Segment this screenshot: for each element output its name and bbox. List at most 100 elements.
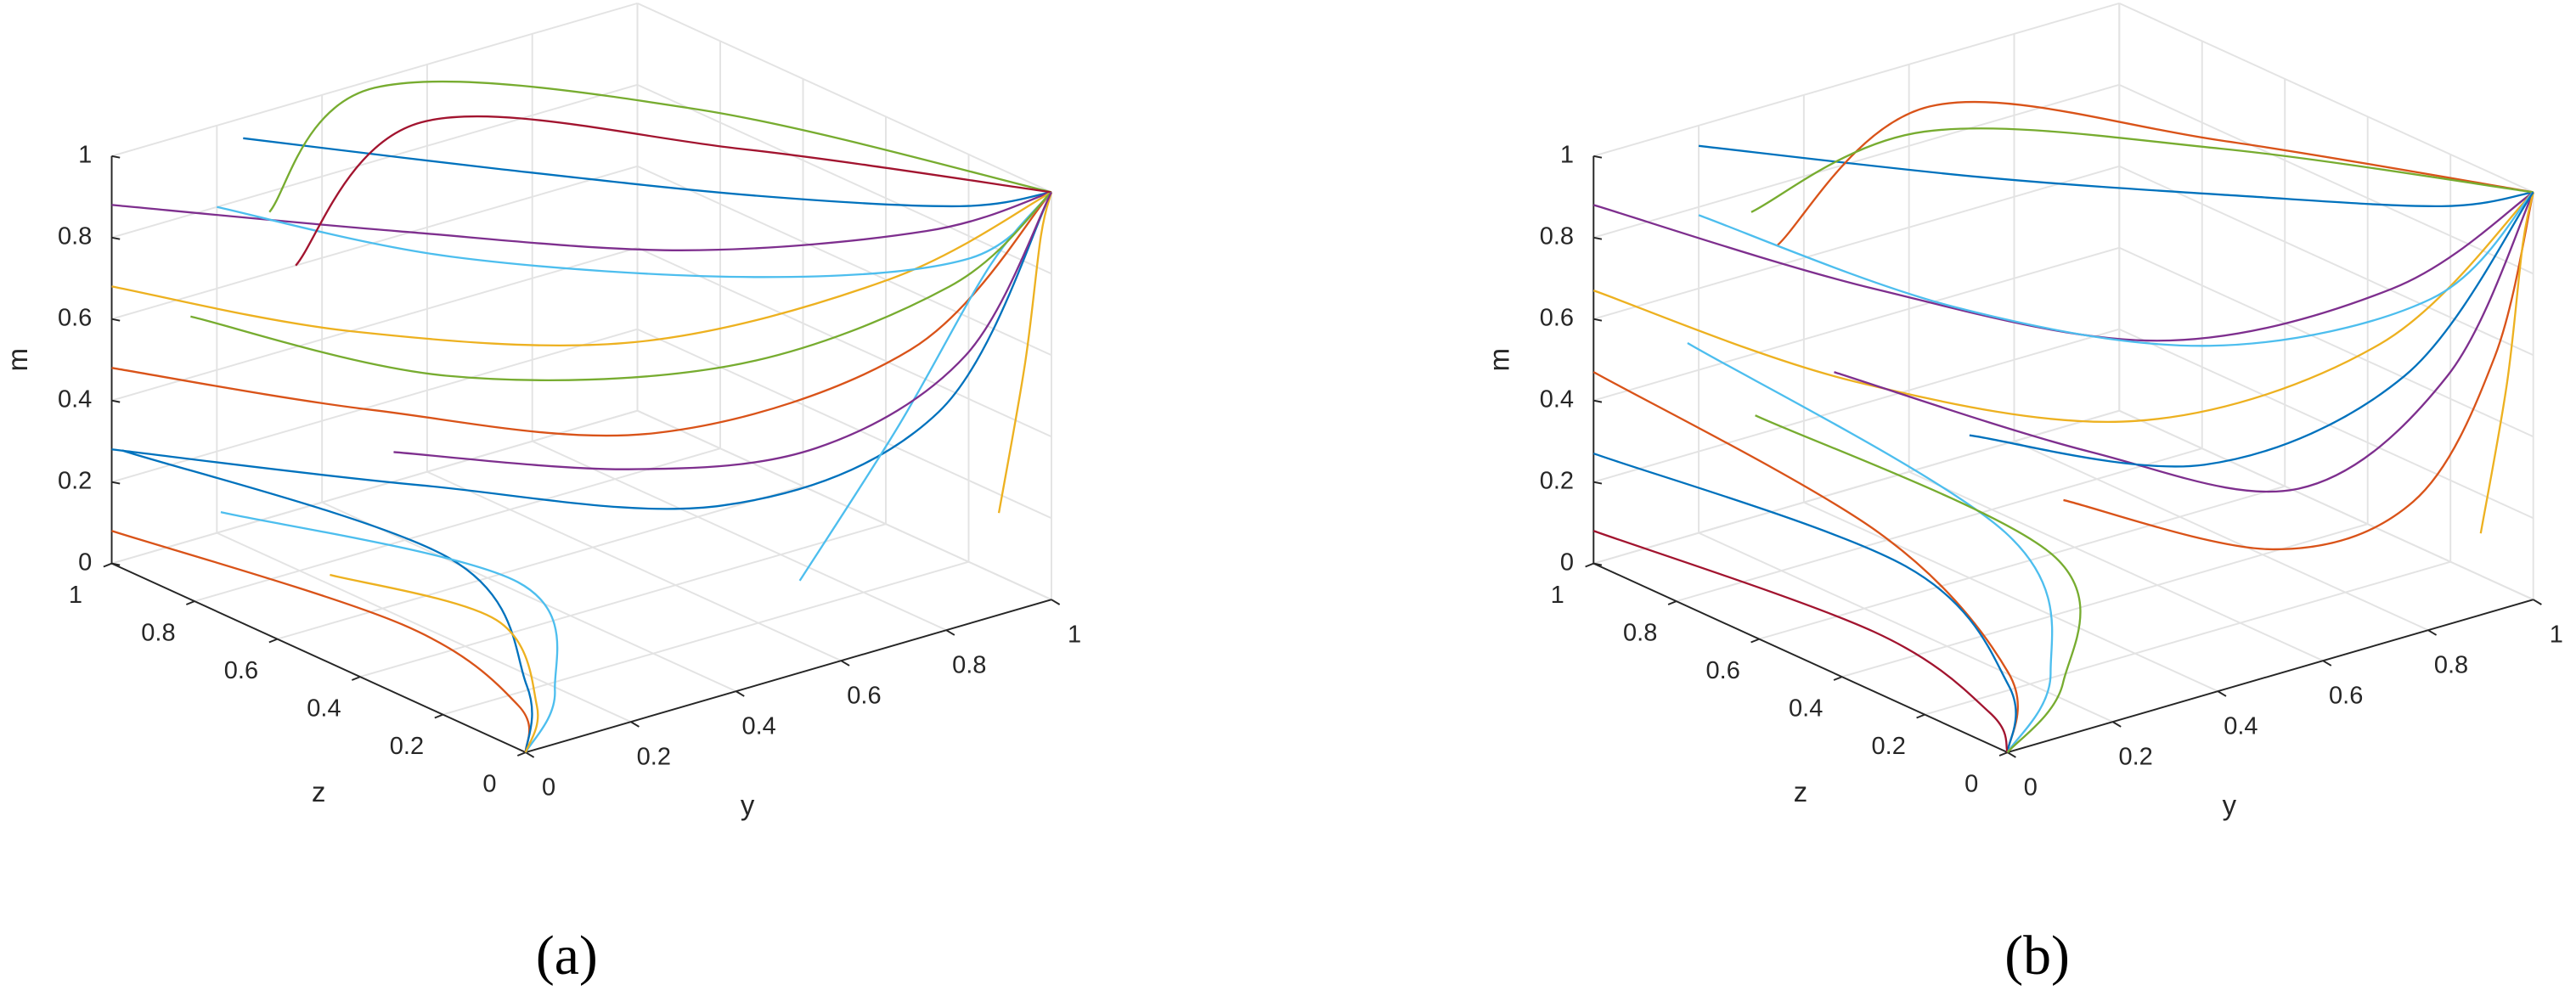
trajectory <box>243 137 1052 208</box>
trajectory <box>1777 100 2534 246</box>
axis-line <box>525 599 1052 754</box>
y-tick-label: 0.8 <box>952 651 986 678</box>
trajectory <box>1834 191 2534 493</box>
tick-mark <box>1593 481 1603 485</box>
tick-mark <box>103 562 112 568</box>
trajectory <box>330 573 539 753</box>
grid-line <box>1758 485 2286 640</box>
trajectory <box>111 191 1052 437</box>
y-tick-label: 0.6 <box>847 682 881 709</box>
grid-line <box>442 560 969 716</box>
tick-mark <box>111 399 121 403</box>
trajectory <box>1592 371 2019 753</box>
tick-mark <box>1750 638 1760 644</box>
tick-mark <box>185 600 195 605</box>
tick-mark <box>2112 721 2122 728</box>
grid-line <box>111 409 638 565</box>
grid-line <box>1676 447 2203 603</box>
grid-line <box>2118 328 2534 520</box>
trajectory <box>393 191 1052 470</box>
trajectory <box>111 530 531 753</box>
grid-line <box>277 485 803 640</box>
tick-mark <box>1916 713 1925 719</box>
tick-mark <box>111 562 121 566</box>
trajectory <box>2063 192 2534 551</box>
m-tick-label: 0.2 <box>1540 467 1574 494</box>
y-tick-label: 1 <box>2550 621 2563 648</box>
grid-line <box>1593 83 2120 239</box>
grid-line <box>1698 532 2113 723</box>
z-tick-label: 0 <box>1964 770 1978 797</box>
z-tick-label: 0.2 <box>390 733 424 760</box>
caption: (b) <box>2004 925 2070 987</box>
trajectory <box>1750 127 2534 213</box>
grid-line <box>637 165 1052 357</box>
z-tick-label: 0.8 <box>1623 619 1657 646</box>
m-tick-label: 0.6 <box>1540 304 1574 331</box>
tick-mark <box>840 660 850 667</box>
tick-mark <box>1593 155 1603 159</box>
grid-line <box>2118 409 2534 601</box>
z-tick-label: 0.4 <box>307 695 341 722</box>
trajectory <box>217 191 1052 278</box>
y-tick-label: 0.8 <box>2434 651 2468 678</box>
trajectory <box>111 191 1052 510</box>
tick-mark <box>434 713 443 719</box>
tick-mark <box>630 721 640 728</box>
grid-line <box>1593 328 2120 483</box>
tick-mark <box>1833 676 1843 681</box>
tick-mark <box>1585 562 1594 568</box>
trajectory <box>111 191 1052 251</box>
z-tick-label: 0 <box>482 770 496 797</box>
m-tick-label: 1 <box>1560 141 1574 168</box>
axis-line <box>111 562 527 753</box>
tick-mark <box>1593 399 1603 403</box>
tick-mark <box>525 751 535 758</box>
y-tick-label: 0.2 <box>637 743 671 770</box>
trajectory <box>2479 192 2534 534</box>
grid-line <box>532 440 947 632</box>
trajectory <box>190 191 1052 381</box>
trajectory <box>1969 191 2534 468</box>
trajectory <box>268 80 1052 213</box>
grid-line <box>359 523 887 678</box>
z-tick-label: 0.2 <box>1872 733 1906 760</box>
tick-mark <box>1593 562 1603 566</box>
y-tick-label: 0.2 <box>2118 743 2152 770</box>
axis-line <box>1592 562 2009 753</box>
tick-mark <box>2007 751 2016 758</box>
trajectory <box>1592 191 2534 424</box>
grid-line <box>194 447 721 603</box>
trajectory <box>1687 341 2054 753</box>
tick-mark <box>111 318 121 322</box>
caption: (a) <box>536 925 598 987</box>
trajectory <box>111 191 1052 347</box>
trajectory <box>997 192 1053 514</box>
y-axis-label: y <box>741 790 755 821</box>
grid-line <box>426 470 842 662</box>
grid-line <box>637 2 1052 194</box>
grid-line <box>2014 440 2429 632</box>
grid-line <box>1803 501 2218 693</box>
grid-line <box>637 246 1052 438</box>
grid-line <box>111 83 638 239</box>
trajectory <box>1698 191 2534 347</box>
axis-line <box>2007 599 2534 754</box>
trajectory <box>798 191 1052 582</box>
y-tick-label: 0.4 <box>741 712 775 740</box>
tick-mark <box>1593 318 1603 322</box>
grid-line <box>1841 523 2368 678</box>
grid-line <box>1924 560 2451 716</box>
trajectory <box>1592 191 2534 342</box>
grid-line <box>321 501 736 693</box>
m-tick-label: 0.8 <box>58 222 92 250</box>
y-tick-label: 1 <box>1068 621 1081 648</box>
z-tick-label: 0.6 <box>224 657 258 684</box>
m-tick-label: 0 <box>1560 549 1574 576</box>
y-axis-label: y <box>2223 790 2237 821</box>
grid-line <box>1593 409 2120 565</box>
tick-mark <box>2533 599 2542 605</box>
trajectory <box>295 115 1052 267</box>
m-tick-label: 0.4 <box>58 385 92 413</box>
m-axis-label: m <box>1484 348 1515 371</box>
